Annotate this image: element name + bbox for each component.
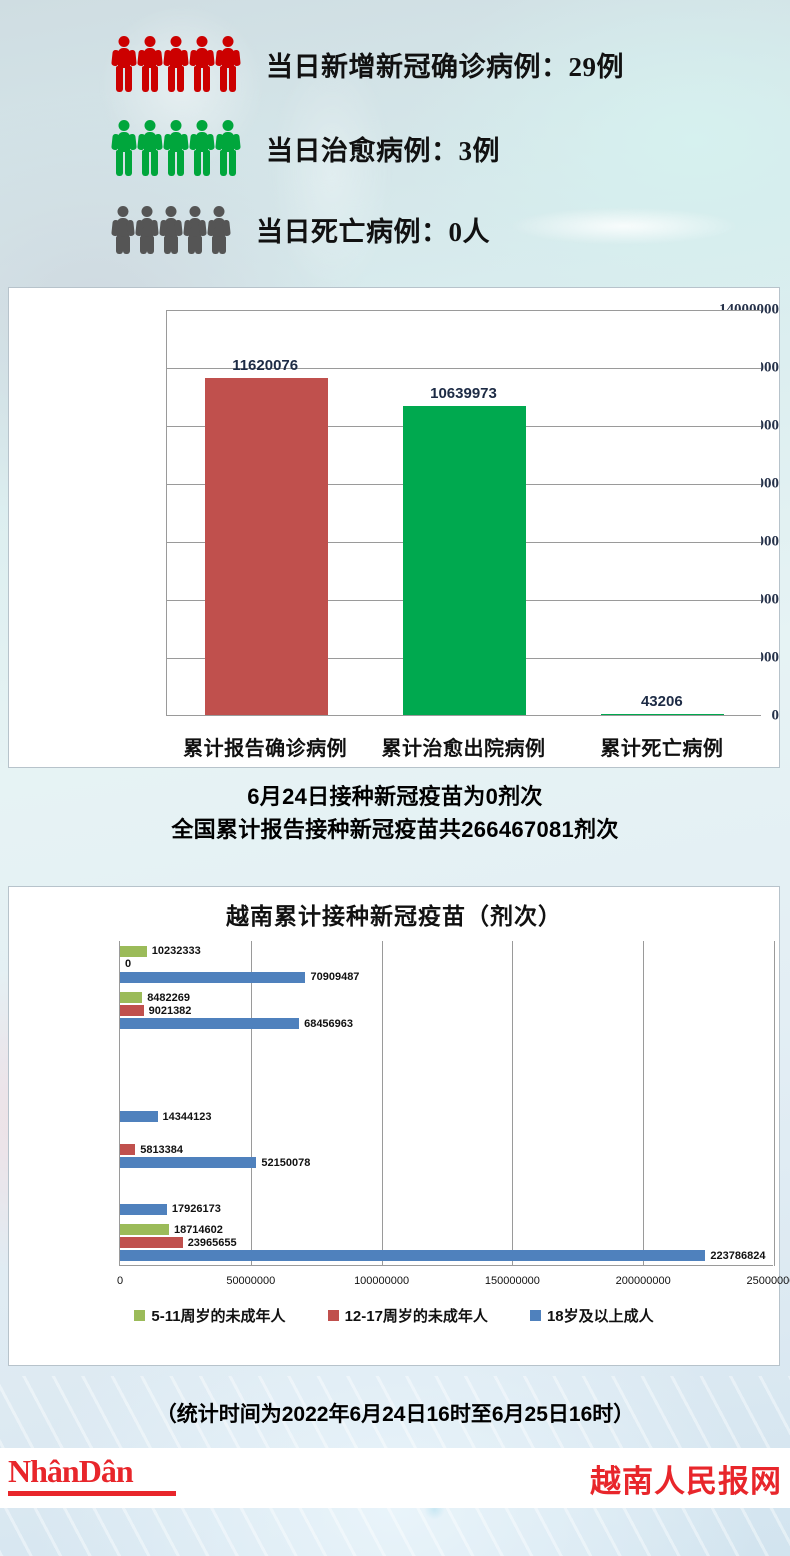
legend-label: 5-11周岁的未成年人 xyxy=(151,1308,286,1325)
note-line-2: 全国累计报告接种新冠疫苗共266467081剂次 xyxy=(171,817,619,842)
chart2-gridline xyxy=(774,941,775,1266)
chart2-x-tick-label: 50000000 xyxy=(226,1275,276,1287)
chart2-bar xyxy=(120,945,147,957)
summary-row-recovered: 当日治愈病例：3例 xyxy=(111,120,500,176)
summary-text-recovered: 当日治愈病例：3例 xyxy=(266,135,500,166)
summary-row-deaths: 当日死亡病例：0人 xyxy=(111,206,490,254)
chart2-x-tick-label: 0 xyxy=(116,1275,124,1287)
chart2-bar xyxy=(120,1237,183,1249)
chart2-legend-item: 12-17周岁的未成年人 xyxy=(327,1305,488,1326)
logo-wordmark: NhânDân xyxy=(8,1453,134,1489)
chart1-category-label: 累计治愈出院病例 xyxy=(381,738,546,760)
daily-summary-block: 当日新增新冠确诊病例：29例 当日治愈病例：3例 当日死亡病例：0人 xyxy=(0,0,790,287)
chart1-plot-area xyxy=(166,310,761,716)
chart2-bar xyxy=(120,971,306,983)
chart2-bar xyxy=(120,1111,158,1122)
chart2-x-axis-line xyxy=(120,1265,773,1266)
chart1-gridline xyxy=(167,310,761,311)
site-name: 越南人民报网 xyxy=(590,1464,782,1499)
person-group-icon xyxy=(111,206,231,254)
person-group-icon xyxy=(111,120,241,176)
chart2-value-label: 68456963 xyxy=(304,1017,354,1030)
chart2-bar xyxy=(120,1250,706,1262)
chart2-x-tick-label: 150000000 xyxy=(484,1275,540,1287)
summary-text-new-cases: 当日新增新冠确诊病例：29例 xyxy=(266,51,624,82)
legend-swatch-icon xyxy=(529,1310,541,1321)
chart2-x-tick-label: 100000000 xyxy=(354,1275,410,1287)
chart2-gridline xyxy=(250,941,252,1266)
chart2-value-label: 52150078 xyxy=(261,1156,311,1169)
chart2-gridline xyxy=(643,941,645,1266)
chart2-bar xyxy=(120,1203,167,1215)
statistics-timestamp: （统计时间为2022年6月24日16时至6月25日16时） xyxy=(155,1403,635,1426)
chart2-value-label: 14344123 xyxy=(162,1110,212,1123)
chart2-bar xyxy=(120,1157,257,1169)
chart2-gridline xyxy=(512,941,514,1266)
chart2-x-tick-label: 200000000 xyxy=(615,1275,671,1287)
vaccine-doses-bar-chart: 越南累计接种新冠疫苗（剂次） 0 50000000 100000000 1500000… xyxy=(8,886,790,1366)
chart2-x-tick-label: 250000000 xyxy=(746,1275,790,1287)
chart2-plot-area: 0 50000000 100000000 150000000 200000000 2500… xyxy=(117,941,790,1287)
chart1-gridline xyxy=(167,368,761,369)
chart2-gridline xyxy=(381,941,383,1266)
chart2-bar xyxy=(120,992,143,1004)
chart1-category-label: 累计报告确诊病例 xyxy=(183,738,348,760)
chart1-value-label: 43206 xyxy=(640,692,683,710)
chart1-bar xyxy=(204,378,328,715)
chart2-value-label: 10232333 xyxy=(151,945,201,958)
chart2-legend-item: 5-11周岁的未成年人 xyxy=(134,1305,286,1326)
chart2-legend: 5-11周岁的未成年人 12-17周岁的未成年人 18岁及以上成人 xyxy=(9,1305,779,1326)
chart2-value-label: 70909487 xyxy=(310,971,360,984)
chart1-bar xyxy=(601,713,725,715)
chart1-y-tick-label: 0 xyxy=(771,707,780,724)
chart2-value-label: 5813384 xyxy=(140,1143,184,1156)
chart2-value-label: 23965655 xyxy=(187,1236,237,1249)
footer-bar: NhânDân 越南人民报网 xyxy=(0,1448,790,1508)
chart1-category-label: 累计死亡病例 xyxy=(600,738,724,760)
chart2-value-label: 9021382 xyxy=(148,1004,192,1017)
nhan-dan-logo: NhânDân xyxy=(8,1454,176,1496)
chart2-value-label: 0 xyxy=(125,958,132,971)
chart2-value-label: 223786824 xyxy=(710,1249,766,1262)
chart2-bar xyxy=(120,1144,136,1156)
chart2-bar xyxy=(120,1018,300,1030)
chart1-value-label: 10639973 xyxy=(430,385,497,403)
chart2-title: 越南累计接种新冠疫苗（剂次） xyxy=(226,904,562,929)
summary-row-new-cases: 当日新增新冠确诊病例：29例 xyxy=(111,36,624,92)
note-line-1: 6月24日接种新冠疫苗为0剂次 xyxy=(247,784,543,809)
legend-label: 12-17周岁的未成年人 xyxy=(344,1308,488,1325)
cumulative-cases-column-chart: 0200000040000006000000800000010000000120… xyxy=(8,287,780,768)
chart1-bar xyxy=(403,406,526,715)
legend-swatch-icon xyxy=(134,1310,146,1321)
summary-text-deaths: 当日死亡病例：0人 xyxy=(256,216,490,247)
chart2-bar xyxy=(120,1224,169,1236)
chart2-bar xyxy=(120,1005,144,1017)
chart2-value-label: 18714602 xyxy=(173,1223,223,1236)
chart2-value-label: 17926173 xyxy=(171,1203,221,1216)
vaccination-note: 6月24日接种新冠疫苗为0剂次 全国累计报告接种新冠疫苗共266467081剂次 xyxy=(0,780,790,846)
chart2-legend-item: 18岁及以上成人 xyxy=(529,1305,654,1326)
legend-swatch-icon xyxy=(327,1310,339,1321)
chart2-value-label: 8482269 xyxy=(147,991,191,1004)
chart1-value-label: 11620076 xyxy=(232,357,299,375)
logo-underline xyxy=(8,1491,176,1496)
legend-label: 18岁及以上成人 xyxy=(546,1308,654,1325)
person-group-icon xyxy=(111,36,241,92)
